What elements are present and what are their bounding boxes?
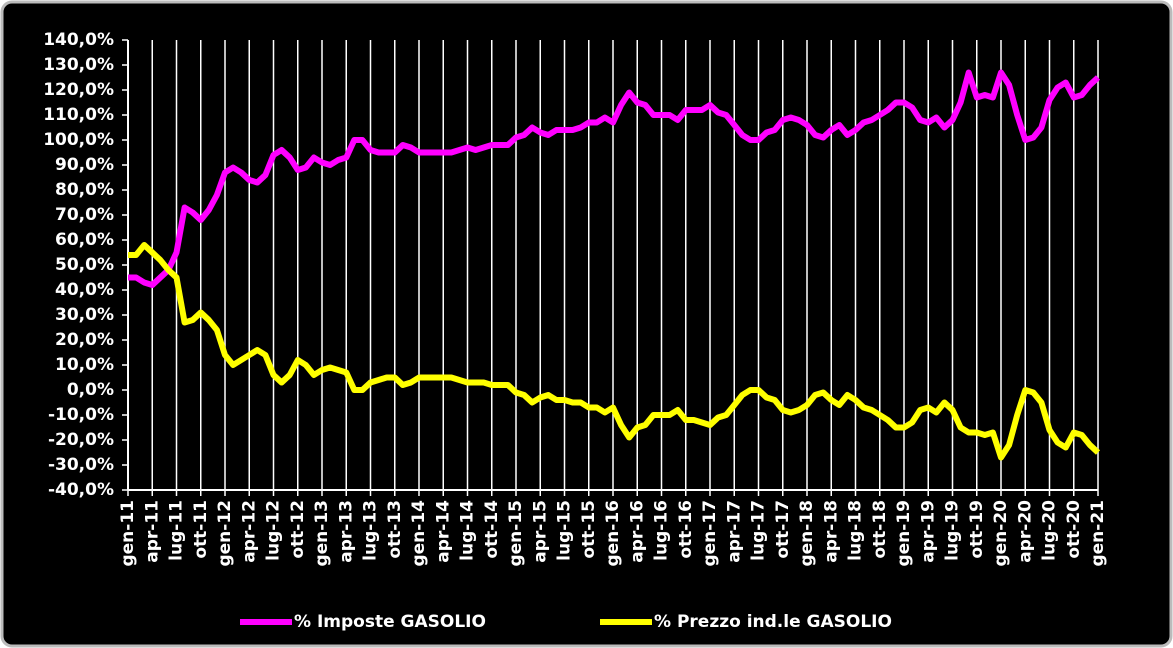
y-tick-label: 10,0% bbox=[55, 355, 114, 375]
y-tick-label: 80,0% bbox=[55, 180, 114, 200]
x-tick-label: gen-15 bbox=[506, 500, 526, 567]
x-tick-label: apr-15 bbox=[530, 500, 550, 563]
y-tick-label: 90,0% bbox=[55, 155, 114, 175]
x-tick-label: lug-11 bbox=[167, 500, 187, 561]
y-tick-label: 50,0% bbox=[55, 255, 114, 275]
legend-label: % Imposte GASOLIO bbox=[294, 612, 486, 632]
x-tick-label: ott-14 bbox=[482, 500, 502, 559]
x-tick-label: gen-13 bbox=[312, 500, 332, 567]
x-tick-label: ott-11 bbox=[191, 500, 211, 559]
x-tick-label: gen-12 bbox=[215, 500, 235, 567]
y-tick-label: 110,0% bbox=[43, 105, 114, 125]
x-tick-label: gen-11 bbox=[118, 500, 138, 567]
y-tick-label: 0,0% bbox=[67, 380, 114, 400]
x-tick-label: apr-17 bbox=[724, 500, 744, 563]
y-tick-label: -10,0% bbox=[48, 405, 114, 425]
x-tick-label: ott-18 bbox=[870, 500, 890, 559]
y-tick-label: 140,0% bbox=[43, 30, 114, 50]
x-tick-label: lug-13 bbox=[361, 500, 381, 561]
y-tick-label: 70,0% bbox=[55, 205, 114, 225]
x-tick-label: ott-15 bbox=[579, 500, 599, 559]
y-tick-label: 130,0% bbox=[43, 55, 114, 75]
x-tick-label: lug-12 bbox=[264, 500, 284, 561]
x-tick-label: apr-14 bbox=[433, 500, 453, 563]
x-tick-label: lug-16 bbox=[652, 500, 672, 561]
x-tick-label: ott-17 bbox=[773, 500, 793, 559]
x-tick-label: gen-21 bbox=[1088, 500, 1108, 567]
line-series bbox=[128, 242, 1101, 461]
x-tick-label: apr-19 bbox=[918, 500, 938, 563]
x-tick-label: ott-13 bbox=[385, 500, 405, 559]
x-tick-label: apr-13 bbox=[336, 500, 356, 563]
line-series bbox=[128, 69, 1101, 288]
x-tick-label: apr-16 bbox=[627, 500, 647, 563]
x-tick-label: apr-18 bbox=[821, 500, 841, 563]
y-tick-label: 120,0% bbox=[43, 80, 114, 100]
x-tick-label: gen-16 bbox=[603, 500, 623, 567]
x-tick-label: lug-15 bbox=[555, 500, 575, 561]
x-tick-label: lug-19 bbox=[943, 500, 963, 561]
x-tick-label: gen-18 bbox=[797, 500, 817, 567]
x-tick-label: lug-14 bbox=[458, 500, 478, 561]
x-tick-label: gen-17 bbox=[700, 500, 720, 567]
x-tick-label: gen-14 bbox=[409, 500, 429, 567]
x-tick-label: ott-20 bbox=[1064, 500, 1084, 559]
y-tick-label: 20,0% bbox=[55, 330, 114, 350]
y-tick-label: -40,0% bbox=[48, 480, 114, 500]
x-tick-label: apr-20 bbox=[1015, 500, 1035, 563]
x-tick-label: lug-17 bbox=[749, 500, 769, 561]
x-tick-label: gen-19 bbox=[894, 500, 914, 567]
x-tick-label: gen-20 bbox=[991, 500, 1011, 567]
x-tick-label: lug-18 bbox=[846, 500, 866, 561]
y-tick-label: -30,0% bbox=[48, 455, 114, 475]
y-tick-label: -20,0% bbox=[48, 430, 114, 450]
x-tick-label: ott-12 bbox=[288, 500, 308, 559]
y-tick-label: 40,0% bbox=[55, 280, 114, 300]
x-tick-label: lug-20 bbox=[1040, 500, 1060, 561]
x-tick-label: ott-19 bbox=[967, 500, 987, 559]
x-tick-label: apr-12 bbox=[239, 500, 259, 563]
y-tick-label: 30,0% bbox=[55, 305, 114, 325]
y-tick-label: 60,0% bbox=[55, 230, 114, 250]
y-tick-label: 100,0% bbox=[43, 130, 114, 150]
x-tick-label: ott-16 bbox=[676, 500, 696, 559]
legend-label: % Prezzo ind.le GASOLIO bbox=[654, 612, 892, 632]
x-tick-label: apr-11 bbox=[142, 500, 162, 563]
